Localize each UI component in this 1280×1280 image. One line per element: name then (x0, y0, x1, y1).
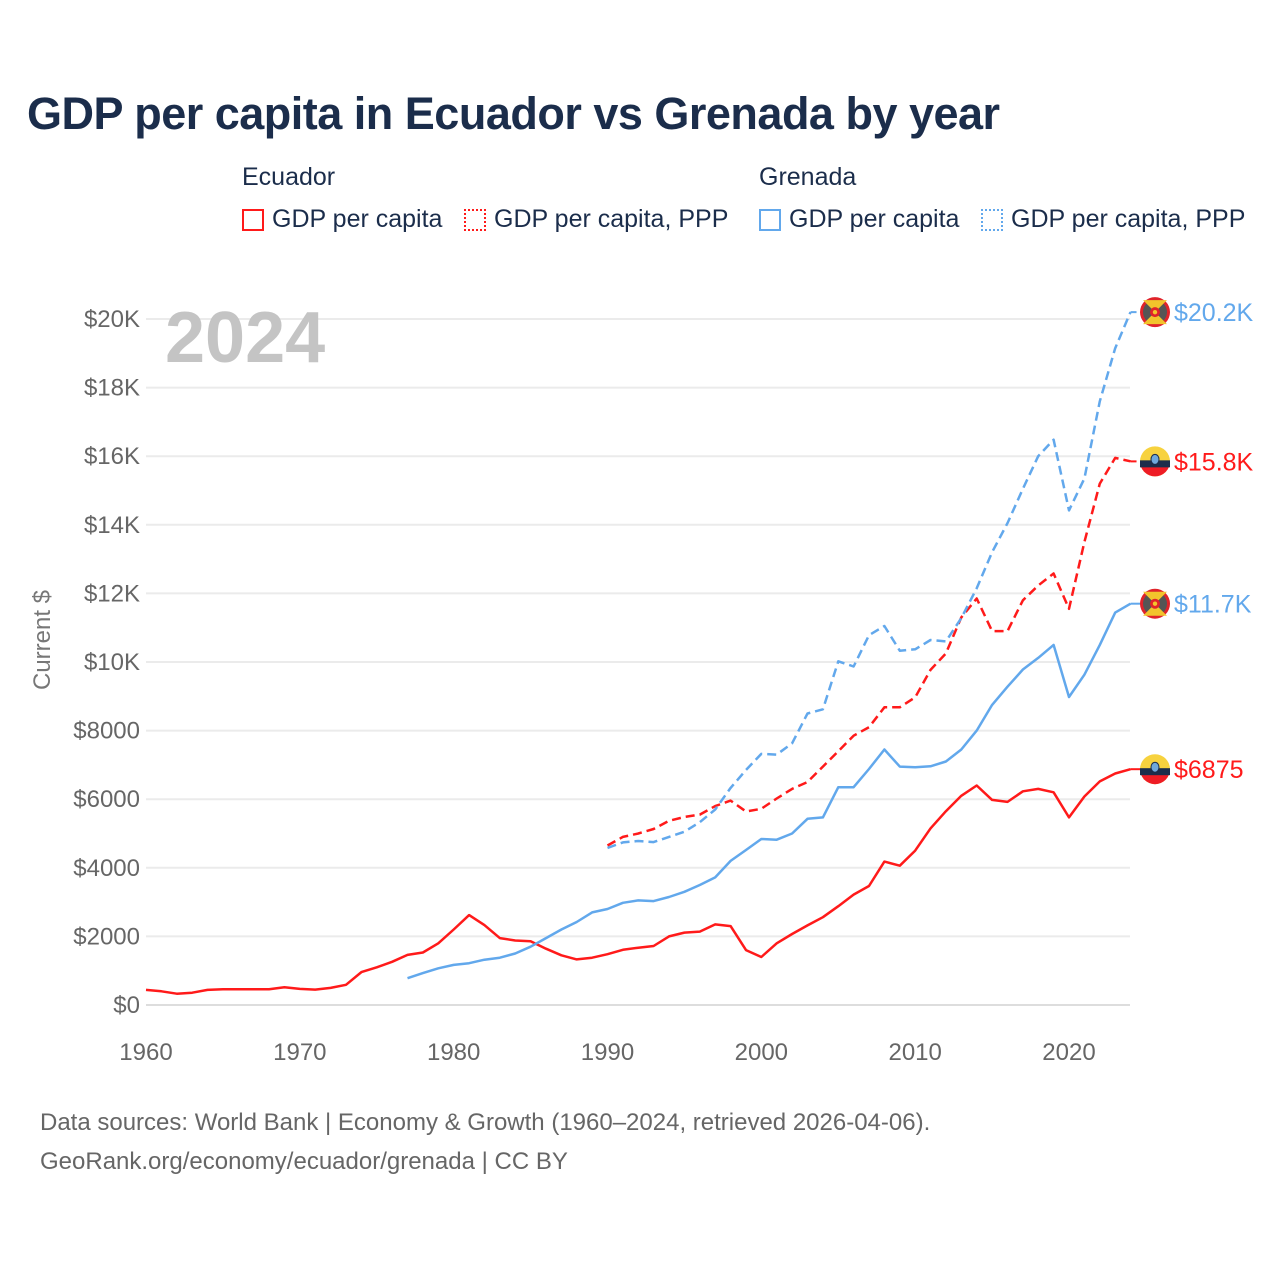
y-tick-label: $10K (84, 649, 140, 676)
ecuador-gdp-per-capita-pppline[interactable] (606, 456, 1131, 847)
year-watermark: 2024 (165, 298, 325, 378)
end-value-label: $20.2K (1174, 299, 1254, 327)
y-tick-label: $16K (84, 443, 140, 470)
grenada-flag-icon (1140, 588, 1170, 619)
y-tick-label: $2000 (73, 923, 140, 950)
legend-label: GDP per capita (272, 205, 443, 233)
x-tick-label: 2020 (1042, 1039, 1095, 1066)
footer-sources: Data sources: World Bank | Economy & Gro… (40, 1109, 931, 1136)
legend-label: GDP per capita (789, 205, 960, 233)
y-tick-label: $12K (84, 580, 140, 607)
y-tick-label: $18K (84, 375, 140, 402)
legend-label: GDP per capita, PPP (494, 205, 729, 233)
legend-swatch-dotted-blue (981, 208, 1003, 231)
legend-swatch-dotted-red (464, 208, 486, 231)
y-tick-label: $6000 (73, 786, 140, 813)
footer-link[interactable]: GeoRank.org/economy/ecuador/grenada | CC… (40, 1148, 568, 1175)
legend-swatch-solid-blue (759, 208, 781, 231)
legend-grenada-gdp[interactable]: GDP per capita (759, 205, 959, 234)
end-value-label: $15.8K (1174, 448, 1254, 476)
y-tick-label: $14K (84, 512, 140, 539)
ecuador-flag-icon (1140, 446, 1171, 477)
legend-ecuador-ppp[interactable]: GDP per capita, PPP (464, 205, 728, 234)
x-tick-label: 1990 (581, 1039, 634, 1066)
grenada-gdp-per-capita-pppline[interactable] (607, 311, 1132, 850)
ecuador-flag-icon (1140, 754, 1171, 785)
grenada-flag-icon (1140, 297, 1170, 328)
y-tick-label: $20K (84, 306, 140, 333)
y-tick-label: $8000 (73, 718, 140, 745)
legend-label: GDP per capita, PPP (1011, 205, 1246, 233)
legend-group-ecuador: Ecuador (242, 163, 336, 191)
y-tick-label: $4000 (73, 855, 140, 882)
x-tick-label: 1960 (119, 1039, 172, 1066)
end-value-label: $6875 (1174, 756, 1244, 784)
chart-title: GDP per capita in Ecuador vs Grenada by … (27, 88, 1000, 139)
y-axis-label: Current $ (29, 590, 56, 690)
legend-swatch-solid-red (242, 208, 264, 231)
legend-ecuador-gdp[interactable]: GDP per capita (242, 205, 442, 234)
end-value-label: $11.7K (1174, 591, 1252, 619)
grenada-gdp-per-capitaline[interactable] (407, 602, 1132, 980)
x-tick-label: 2010 (888, 1039, 941, 1066)
x-tick-label: 2000 (735, 1039, 788, 1066)
legend-grenada-ppp[interactable]: GDP per capita, PPP (981, 205, 1245, 234)
legend-group-grenada: Grenada (759, 163, 857, 191)
x-tick-label: 1980 (427, 1039, 480, 1066)
ecuador-gdp-per-capitaline[interactable] (145, 767, 1131, 995)
x-tick-label: 1970 (273, 1039, 326, 1066)
y-tick-label: $0 (113, 992, 140, 1019)
